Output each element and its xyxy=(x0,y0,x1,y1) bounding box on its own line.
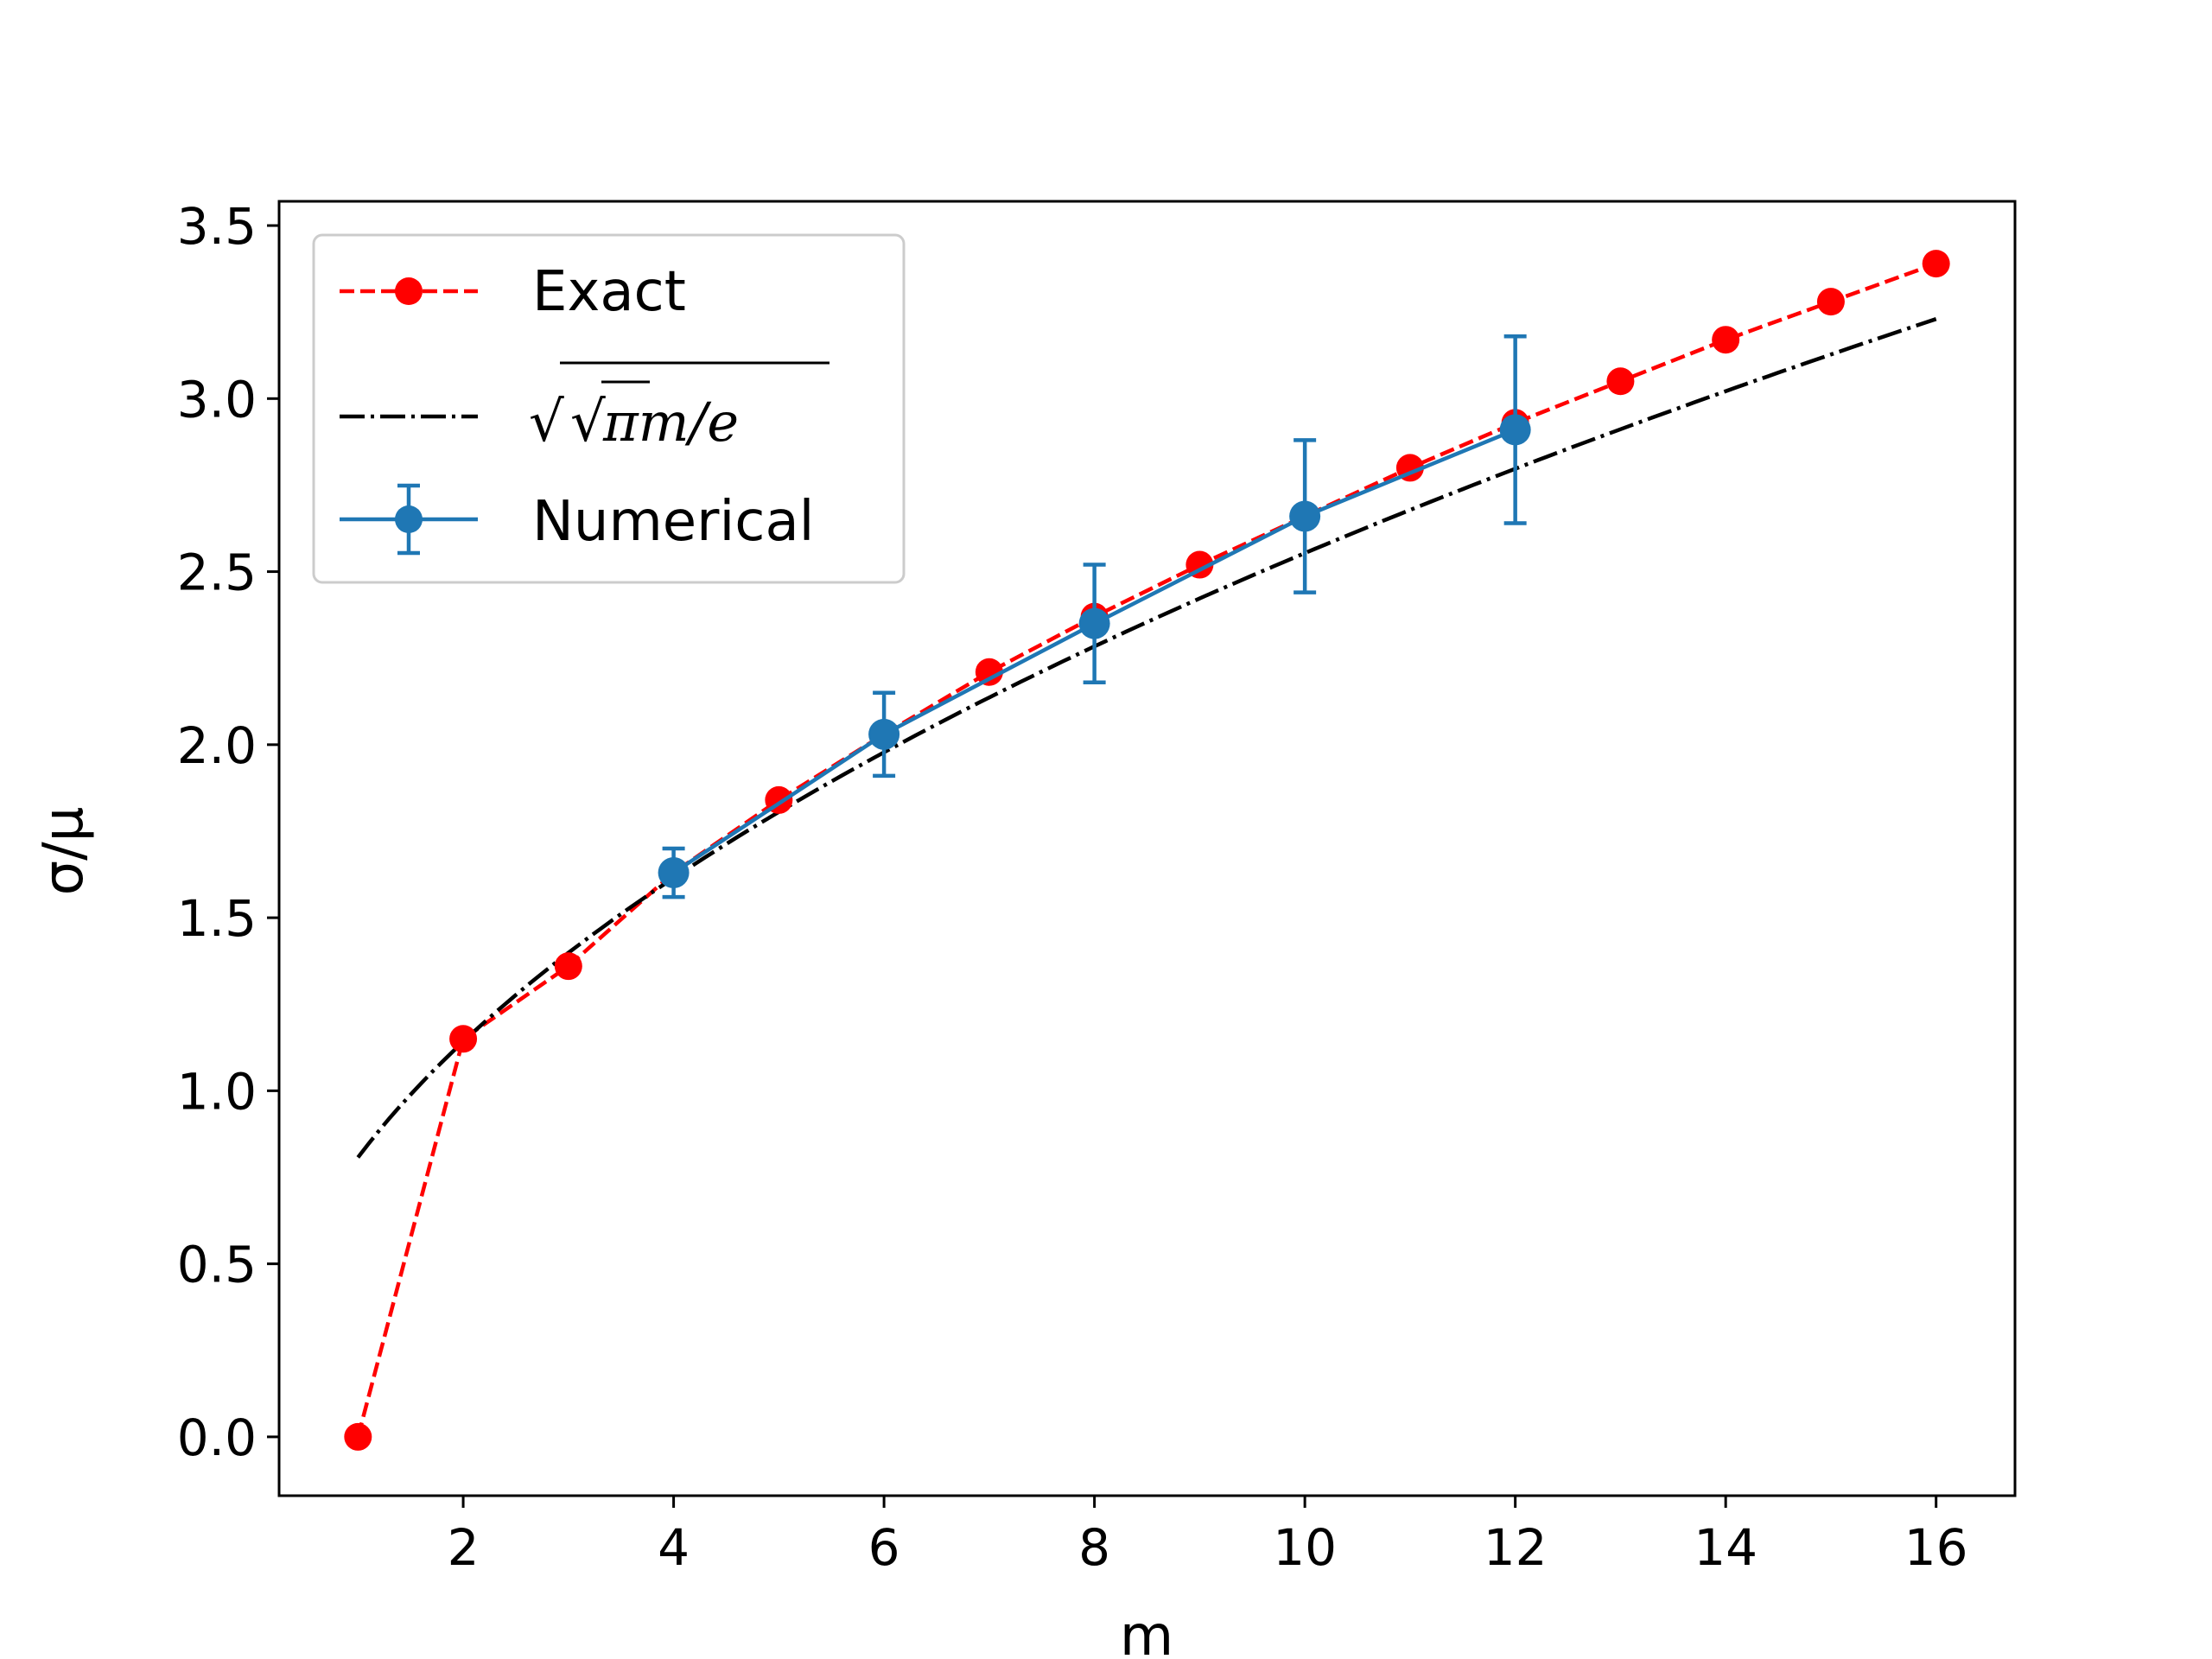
numerical-point xyxy=(1289,500,1321,532)
x-axis-ticks: 2 4 6 8 10 12 14 16 xyxy=(448,1496,1968,1577)
legend: Exact √ √ πm/e Numerical xyxy=(312,233,906,584)
x-tick-label: 4 xyxy=(658,1518,690,1577)
legend-exact-label: Exact xyxy=(532,260,686,324)
y-tick-label: 0.0 xyxy=(177,1408,257,1467)
y-tick-label: 1.0 xyxy=(177,1062,257,1121)
x-axis-label: m xyxy=(1120,1605,1173,1659)
numerical-point xyxy=(658,857,690,889)
y-axis-label: σ/μ xyxy=(32,807,96,896)
y-tick-label: 2.5 xyxy=(177,543,257,602)
x-tick-label: 16 xyxy=(1904,1518,1968,1577)
x-tick-label: 12 xyxy=(1484,1518,1548,1577)
legend-sqrt-label: √ √ πm/e xyxy=(529,361,830,454)
plot-area xyxy=(344,250,1950,1451)
x-tick-label: 2 xyxy=(448,1518,480,1577)
exact-point xyxy=(1712,326,1740,354)
axes-frame xyxy=(277,200,2017,1497)
exact-point xyxy=(554,952,582,981)
exact-point xyxy=(1606,367,1635,396)
y-tick-label: 3.5 xyxy=(177,197,257,256)
legend-sqrt-inner-radical: √ xyxy=(570,391,606,454)
legend-box xyxy=(312,233,906,584)
x-tick-label: 10 xyxy=(1273,1518,1337,1577)
legend-sqrt-outer-radical: √ xyxy=(529,391,564,454)
exact-series-line xyxy=(356,261,1937,1438)
legend-exact-marker xyxy=(395,277,423,305)
exact-point xyxy=(449,1025,478,1053)
legend-numerical-marker xyxy=(395,505,423,533)
x-tick-label: 6 xyxy=(868,1518,900,1577)
legend-numerical-label: Numerical xyxy=(532,490,814,554)
exact-point xyxy=(1816,288,1845,316)
y-axis-ticks: 0.0 0.5 1.0 1.5 2.0 2.5 3.0 3.5 xyxy=(177,197,279,1467)
exact-point xyxy=(1922,250,1950,278)
legend-sqrt-body: πm/e xyxy=(602,391,739,454)
y-tick-label: 0.5 xyxy=(177,1236,257,1294)
numerical-point xyxy=(1499,414,1531,446)
y-tick-label: 2.0 xyxy=(177,716,257,775)
exact-point xyxy=(975,658,1003,686)
exact-point xyxy=(344,1422,372,1451)
numerical-point xyxy=(868,718,900,750)
x-tick-label: 8 xyxy=(1078,1518,1110,1577)
x-tick-label: 14 xyxy=(1694,1518,1758,1577)
y-tick-label: 3.0 xyxy=(177,370,257,429)
numerical-point xyxy=(1078,607,1110,639)
y-tick-label: 1.5 xyxy=(177,889,257,948)
